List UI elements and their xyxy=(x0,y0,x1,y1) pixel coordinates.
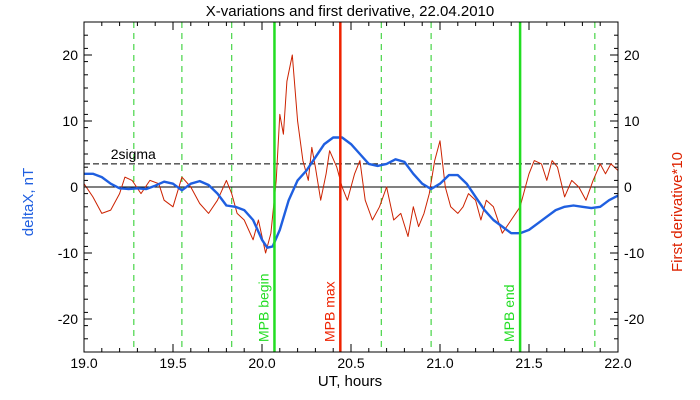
y-tick-label-left: 10 xyxy=(62,113,78,129)
deltaX-series-line xyxy=(84,136,619,249)
derivative-series-line xyxy=(83,54,619,254)
x-tick-label: 19.0 xyxy=(70,355,97,371)
y-tick-label-left: -20 xyxy=(58,311,78,327)
x-tick-label: 21.0 xyxy=(426,355,453,371)
marker-label: MPB begin xyxy=(255,274,271,342)
x-axis-title: UT, hours xyxy=(318,373,382,390)
plot-area: 2sigma MPB begin MPB max MPB end xyxy=(83,22,619,352)
y-tick-label-left: -10 xyxy=(58,245,78,261)
y-tick-label-right: 0 xyxy=(624,179,632,195)
axis-ticks: 19.0 19.5 20.0 20.5 21.0 21.5 22.0 20 10 0 -10 -20 2… xyxy=(58,21,644,371)
threshold-label: 2sigma xyxy=(111,146,156,162)
x-tick-label: 19.5 xyxy=(159,355,186,371)
x-tick-label: 21.5 xyxy=(515,355,542,371)
y-tick-label-right: -20 xyxy=(624,311,644,327)
y-tick-label-left: 0 xyxy=(70,179,78,195)
y-axis-title-right: First derivative*10 xyxy=(669,152,686,272)
x-tick-label: 20.0 xyxy=(248,355,275,371)
chart-title: X-variations and first derivative, 22.04… xyxy=(206,3,495,20)
y-tick-label-right: -10 xyxy=(624,245,644,261)
x-tick-label: 22.0 xyxy=(604,355,631,371)
y-tick-label-right: 20 xyxy=(624,47,640,63)
marker-label: MPB max xyxy=(321,281,337,342)
y-axis-title-left: deltaX, nT xyxy=(20,168,37,236)
y-tick-label-left: 20 xyxy=(62,47,78,63)
x-tick-label: 20.5 xyxy=(337,355,364,371)
y-tick-label-right: 10 xyxy=(624,113,640,129)
marker-label: MPB end xyxy=(501,284,517,342)
